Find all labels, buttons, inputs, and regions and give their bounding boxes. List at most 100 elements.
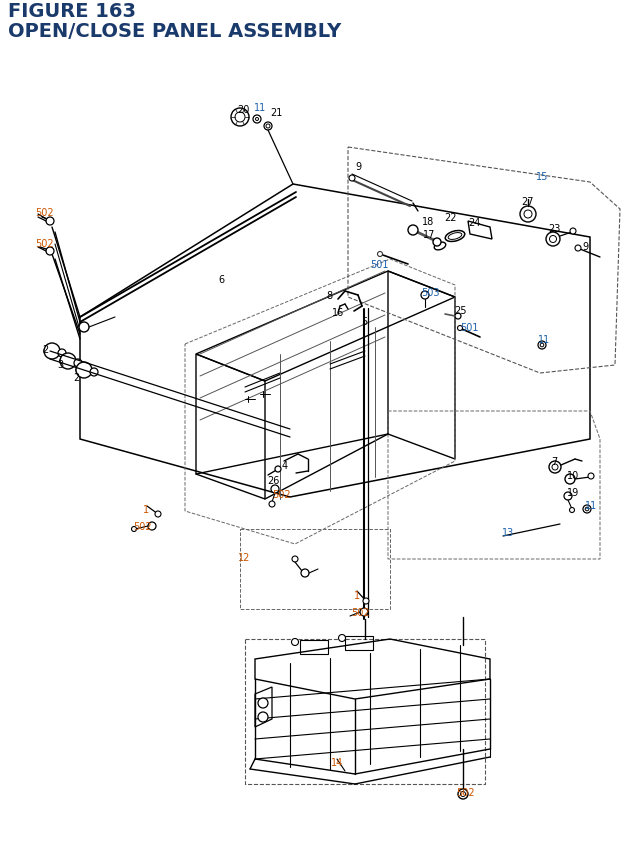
Text: 502: 502 <box>456 787 475 797</box>
Text: 501: 501 <box>460 323 479 332</box>
Circle shape <box>565 474 575 485</box>
Circle shape <box>421 292 429 300</box>
Circle shape <box>258 698 268 709</box>
Circle shape <box>585 508 589 511</box>
Bar <box>240 530 390 610</box>
Circle shape <box>264 123 272 131</box>
Text: 2: 2 <box>42 344 48 355</box>
Circle shape <box>269 501 275 507</box>
Text: 13: 13 <box>502 528 515 537</box>
Text: 11: 11 <box>585 500 597 511</box>
Circle shape <box>258 712 268 722</box>
Circle shape <box>155 511 161 517</box>
Text: 3: 3 <box>57 360 63 369</box>
Circle shape <box>408 226 418 236</box>
Circle shape <box>235 113 245 123</box>
Circle shape <box>148 523 156 530</box>
Text: 17: 17 <box>423 230 435 239</box>
Text: 12: 12 <box>238 553 250 562</box>
Circle shape <box>291 639 298 646</box>
Circle shape <box>546 232 560 247</box>
Circle shape <box>570 508 575 513</box>
Text: 11: 11 <box>538 335 550 344</box>
Circle shape <box>455 313 461 319</box>
Circle shape <box>549 461 561 474</box>
Text: 11: 11 <box>254 102 266 113</box>
Text: 502: 502 <box>133 522 152 531</box>
Text: 9: 9 <box>355 162 361 172</box>
Circle shape <box>231 108 249 127</box>
Text: 18: 18 <box>422 217 435 226</box>
Text: 502: 502 <box>35 208 54 218</box>
Circle shape <box>255 118 259 121</box>
Bar <box>345 636 373 650</box>
Circle shape <box>363 598 369 604</box>
Text: 8: 8 <box>326 291 332 300</box>
Text: 6: 6 <box>218 275 224 285</box>
Circle shape <box>266 125 270 129</box>
Text: 1: 1 <box>354 591 360 600</box>
Text: 4: 4 <box>282 461 288 470</box>
Text: 24: 24 <box>468 218 481 228</box>
Text: 26: 26 <box>267 475 280 486</box>
Bar <box>300 641 328 654</box>
Text: 21: 21 <box>270 108 282 118</box>
Text: 10: 10 <box>567 470 579 480</box>
Text: 502: 502 <box>272 489 291 499</box>
Circle shape <box>433 238 441 247</box>
Text: OPEN/CLOSE PANEL ASSEMBLY: OPEN/CLOSE PANEL ASSEMBLY <box>8 22 341 41</box>
Text: 501: 501 <box>370 260 388 269</box>
Text: 16: 16 <box>332 307 344 318</box>
Bar <box>245 639 485 784</box>
Circle shape <box>378 252 383 257</box>
Text: 14: 14 <box>331 757 343 767</box>
Text: 23: 23 <box>548 224 561 233</box>
Circle shape <box>552 464 558 470</box>
Circle shape <box>131 527 136 532</box>
Text: 5: 5 <box>361 317 367 326</box>
Text: 502: 502 <box>351 607 370 617</box>
Circle shape <box>540 344 544 347</box>
Text: 1: 1 <box>143 505 149 514</box>
Text: 2: 2 <box>73 373 79 382</box>
Text: 20: 20 <box>237 105 250 115</box>
Circle shape <box>253 116 261 124</box>
Circle shape <box>46 218 54 226</box>
Circle shape <box>458 789 468 799</box>
Circle shape <box>550 236 557 243</box>
Circle shape <box>564 492 572 500</box>
Circle shape <box>583 505 591 513</box>
Circle shape <box>349 176 355 182</box>
Circle shape <box>292 556 298 562</box>
Text: 503: 503 <box>421 288 440 298</box>
Circle shape <box>74 360 82 368</box>
Circle shape <box>301 569 309 578</box>
Circle shape <box>60 354 76 369</box>
Text: FIGURE 163: FIGURE 163 <box>8 2 136 21</box>
Circle shape <box>458 326 463 331</box>
Text: 502: 502 <box>35 238 54 249</box>
Circle shape <box>79 323 89 332</box>
Circle shape <box>520 207 536 223</box>
Circle shape <box>271 486 279 493</box>
Text: 9: 9 <box>582 242 588 251</box>
Circle shape <box>538 342 546 350</box>
Circle shape <box>570 229 576 235</box>
Text: 25: 25 <box>454 306 467 316</box>
Text: 19: 19 <box>567 487 579 498</box>
Text: 15: 15 <box>536 172 548 182</box>
Circle shape <box>76 362 92 379</box>
Circle shape <box>524 211 532 219</box>
Circle shape <box>360 608 368 616</box>
Circle shape <box>461 791 465 796</box>
Circle shape <box>588 474 594 480</box>
Text: 22: 22 <box>444 213 456 223</box>
Circle shape <box>575 245 581 251</box>
Text: 7: 7 <box>551 456 557 467</box>
Circle shape <box>44 344 60 360</box>
Circle shape <box>90 369 98 376</box>
Circle shape <box>275 467 281 473</box>
Circle shape <box>46 248 54 256</box>
Circle shape <box>339 635 346 641</box>
Circle shape <box>58 350 66 357</box>
